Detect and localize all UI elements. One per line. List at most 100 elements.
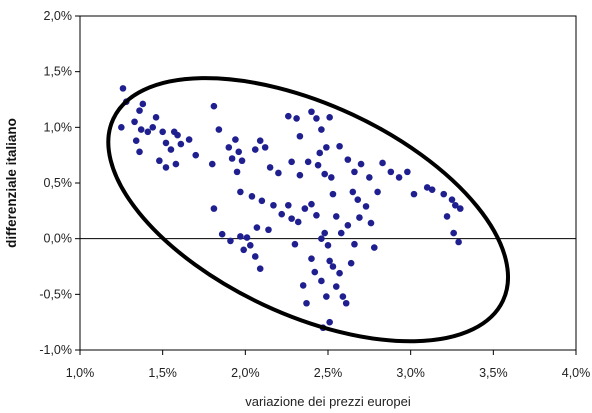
scatter-point [450,229,457,237]
x-tick-label: 2,0% [231,366,260,380]
scatter-point [291,240,299,248]
scatter-point [313,115,320,122]
scatter-point [192,151,200,159]
scatter-point [395,174,403,181]
scatter-point [174,131,181,139]
scatter-point [347,259,355,267]
scatter-point [136,107,143,114]
scatter-point [336,142,343,150]
scatter-point [296,132,304,140]
scatter-point [452,201,459,209]
scatter-point [374,188,381,196]
scatter-point [285,112,292,120]
scatter-point [275,169,282,177]
scatter-point [336,269,343,277]
scatter-point [118,124,125,131]
scatter-point [440,190,448,198]
scatter-point [318,235,325,242]
scatter-point [210,205,218,212]
scatter-point [119,85,127,92]
x-axis-title: variazione dei prezzi europei [245,394,411,409]
x-tick-label: 3,5% [479,366,508,380]
scatter-point [326,114,333,121]
scatter-point [256,265,264,273]
y-axis-title: differenziale italiano [4,118,19,248]
scatter-point [321,170,328,178]
scatter-point [243,234,251,241]
x-tick-label: 2,5% [314,366,343,380]
scatter-point [237,188,244,196]
scatter-point [357,160,365,168]
scatter-point [316,149,324,157]
scatter-point [404,168,411,176]
y-tick-label: 0,0% [44,232,73,246]
scatter-point [228,155,236,162]
scatter-point [232,136,239,143]
scatter-point [329,263,337,270]
scatter-point [323,144,330,151]
scatter-point [308,108,315,116]
scatter-point [251,253,259,260]
scatter-point [304,158,312,166]
scatter-point [323,293,330,300]
scatter-point [215,126,223,133]
scatter-point [329,190,337,198]
scatter-point [288,215,295,222]
scatter-point [251,146,259,153]
scatter-point [227,237,234,245]
scatter-point [159,128,166,136]
scatter-point [299,282,307,289]
y-tick-label: 0,5% [44,176,73,190]
scatter-point [152,114,160,121]
scatter-point [246,242,254,249]
scatter-point [313,211,320,219]
x-tick-label: 1,0% [66,366,95,380]
scatter-point [177,140,185,148]
scatter-point [208,160,216,168]
scatter-point [131,118,138,126]
scatter-point [367,219,375,227]
scatter-point [308,200,315,208]
scatter-point [137,126,145,133]
scatter-point [354,196,362,203]
scatter-point [132,137,140,144]
scatter-point [344,156,352,163]
scatter-point [321,229,328,237]
scatter-point [172,160,180,168]
scatter-point [366,174,373,181]
scatter-point [455,238,462,246]
scatter-point [235,148,243,156]
scatter-point [351,240,358,248]
scatter-point [288,158,295,166]
scatter-point [162,164,170,171]
x-tick-label: 1,5% [148,366,177,380]
scatter-point [167,146,175,153]
scatter-point [337,229,345,237]
scatter-point [293,115,300,122]
scatter-point [218,230,226,238]
scatter-point [270,201,277,209]
scatter-point [240,246,247,254]
scatter-point [326,318,333,326]
scatter-point [351,168,358,176]
scatter-point [332,213,340,220]
scatter-point [248,193,256,200]
y-tick-label: 2,0% [44,9,73,23]
scatter-point [448,196,456,203]
scatter-point [308,255,315,263]
scatter-point [294,218,302,226]
data-points [118,85,464,332]
scatter-point [443,213,451,220]
scatter-point [258,197,266,205]
scatter-point [410,190,418,198]
scatter-point [285,201,292,209]
y-tick-label: -1,0% [39,343,72,357]
scatter-point [253,224,261,231]
scatter-point [342,299,350,307]
scatter-point [185,136,193,143]
y-tick-label: -0,5% [39,287,72,301]
scatter-point [278,210,286,218]
scatter-point [256,137,264,144]
scatter-point [162,139,170,147]
scatter-point [349,188,357,196]
